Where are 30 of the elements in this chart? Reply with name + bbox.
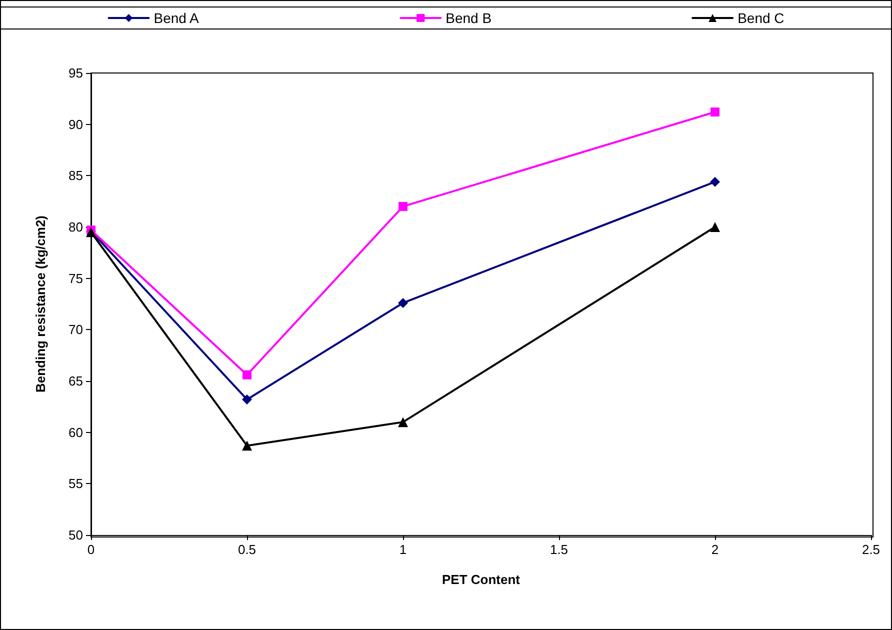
x-axis-title: PET Content: [442, 572, 521, 587]
x-tick-label: 2.5: [862, 542, 880, 557]
y-tick-label: 90: [68, 116, 83, 132]
x-tick-label: 0.5: [238, 542, 256, 557]
point: [398, 298, 408, 308]
legend-label: Bend B: [446, 10, 492, 26]
y-tick-label: 65: [68, 374, 83, 388]
legend-label: Bend A: [154, 10, 200, 26]
point: [398, 202, 408, 211]
x-tick-label: 1: [399, 542, 407, 557]
x-tick-label: 2: [711, 542, 719, 557]
y-tick-label: 85: [68, 168, 83, 184]
point: [242, 394, 252, 404]
point: [710, 222, 720, 232]
y-tick-label: 60: [68, 424, 83, 440]
y-tick-label: 50: [68, 528, 83, 542]
x-tick-label: 1.5: [550, 542, 568, 557]
legend-label: Bend C: [738, 10, 784, 26]
y-tick-label: 70: [68, 322, 83, 338]
point: [242, 370, 252, 380]
y-tick-label: 80: [68, 220, 83, 234]
y-tick-label: 95: [68, 66, 83, 80]
point: [710, 108, 720, 117]
point: [710, 176, 720, 187]
y-tick-label: 55: [68, 476, 83, 492]
y-tick-label: 75: [68, 270, 83, 286]
point: [242, 440, 252, 451]
x-tick-label: 0: [87, 542, 95, 557]
point: [398, 417, 408, 428]
y-axis-title: Bending resistance (kg/cm2): [33, 216, 48, 392]
